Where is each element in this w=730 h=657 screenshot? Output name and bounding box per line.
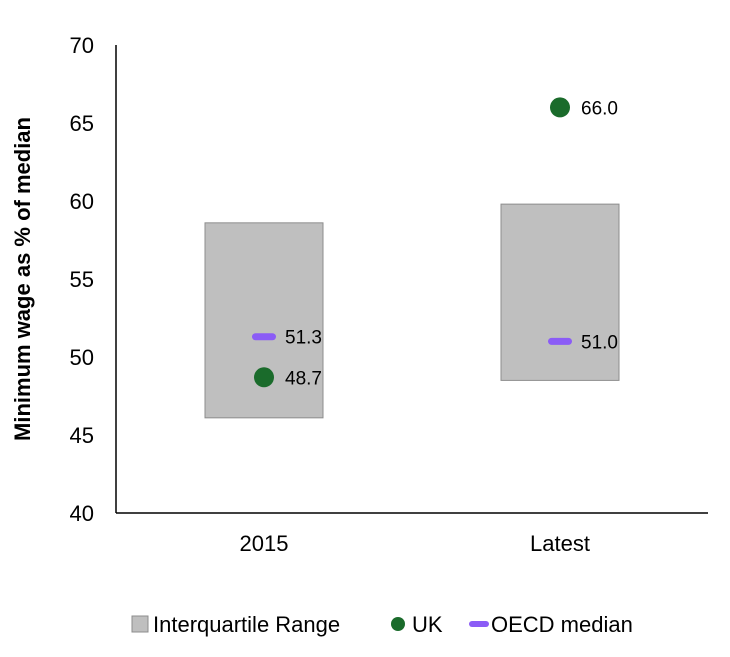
uk-point [550,97,570,118]
y-tick-label: 40 [70,501,94,526]
y-axis-title-group: Minimum wage as % of median [10,117,35,441]
y-tick-label: 60 [70,189,94,214]
uk-data-label: 48.7 [285,368,322,389]
y-tick-labels: 40 45 50 55 60 65 70 [70,33,94,526]
oecd-median-mark [548,337,572,345]
axes [115,45,708,514]
oecd-median-mark [252,333,276,341]
y-tick-label: 70 [70,33,94,58]
uk-marks [254,97,570,388]
legend: Interquartile Range UK OECD median [131,612,633,637]
oecd-median-data-label: 51.0 [581,332,618,353]
legend-label-interquartile-range: Interquartile Range [153,612,340,637]
oecd-median-data-label: 51.3 [285,328,322,349]
y-tick-label: 65 [70,111,94,136]
x-tick-label: Latest [530,531,590,556]
legend-label-uk: UK [412,612,443,637]
legend-swatch-uk [391,617,405,631]
iqr-box [500,203,620,381]
y-tick-label: 55 [70,267,94,292]
interquartile-ranges [204,203,620,419]
x-tick-label: 2015 [240,531,289,556]
x-tick-labels: 2015 Latest [240,531,590,556]
oecd-median-marks [252,333,572,345]
y-tick-label: 45 [70,423,94,448]
legend-swatch-interquartile-range [131,615,149,633]
legend-swatch-oecd-median [469,621,489,627]
data-labels: 51.3 51.0 48.7 66.0 [285,98,618,389]
y-tick-label: 50 [70,345,94,370]
legend-label-oecd-median: OECD median [491,612,633,637]
uk-point [254,367,274,388]
y-axis-title: Minimum wage as % of median [10,117,35,441]
uk-data-label: 66.0 [581,98,618,119]
